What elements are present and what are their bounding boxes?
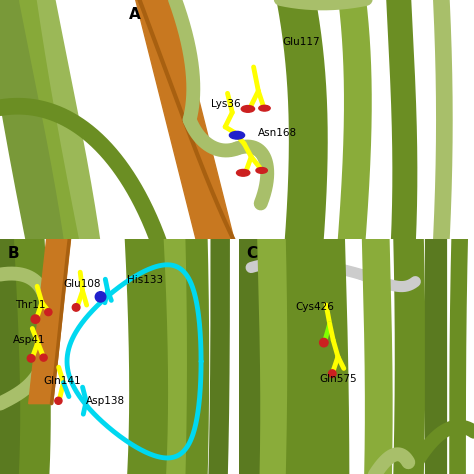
Circle shape [40,354,47,361]
Circle shape [328,370,336,377]
Text: His133: His133 [127,275,163,285]
Circle shape [256,168,267,173]
Circle shape [45,309,52,316]
Circle shape [73,304,80,311]
Polygon shape [133,0,237,251]
Text: Glu117: Glu117 [282,37,319,47]
Circle shape [31,315,40,323]
Text: Gln141: Gln141 [43,376,81,386]
Text: B: B [7,246,19,261]
Text: Gln575: Gln575 [319,374,357,384]
Circle shape [95,292,106,302]
Text: Asp41: Asp41 [13,335,46,345]
Text: A: A [129,7,141,22]
Text: Asn168: Asn168 [258,128,298,138]
Circle shape [319,338,328,347]
Circle shape [55,397,62,404]
Text: Thr11: Thr11 [16,300,46,310]
Text: C: C [246,246,257,261]
Text: Glu108: Glu108 [64,279,101,289]
Circle shape [237,170,250,176]
Circle shape [241,106,255,112]
Text: Cys426: Cys426 [296,302,335,312]
Polygon shape [29,228,72,404]
Text: Lys36: Lys36 [211,99,240,109]
Circle shape [27,355,35,362]
Circle shape [259,105,270,111]
Text: Asp138: Asp138 [86,396,125,406]
Circle shape [229,131,245,139]
